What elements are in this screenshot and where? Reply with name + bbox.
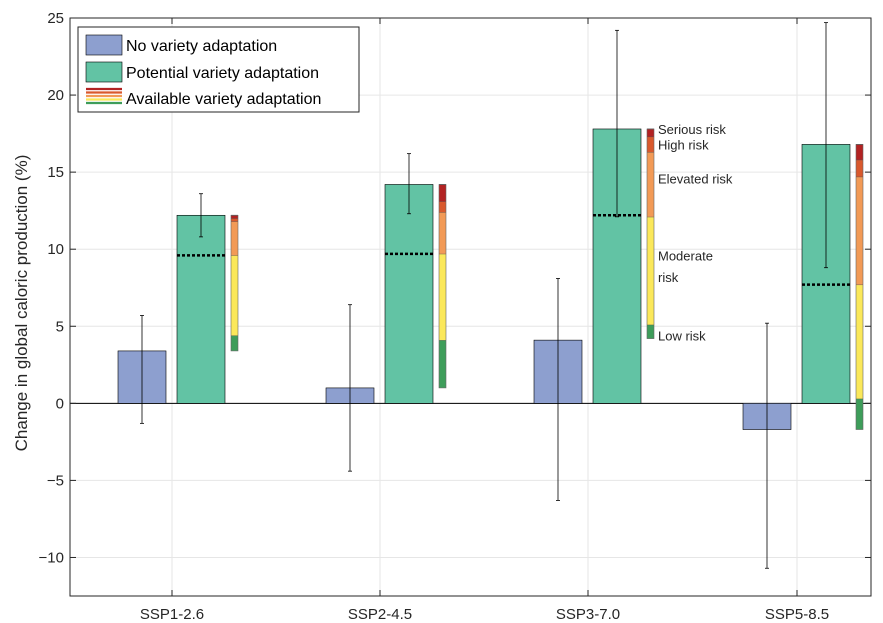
risk-segment-low-risk xyxy=(856,398,863,430)
x-tick-label: SSP5-8.5 xyxy=(765,606,829,623)
legend-swatch-no-adaptation xyxy=(85,34,123,56)
risk-label: Low risk xyxy=(658,329,706,344)
y-tick-label: 5 xyxy=(56,318,64,335)
risk-segment-elevated-risk xyxy=(231,221,238,256)
risk-segment-serious-risk xyxy=(439,184,446,202)
risk-segment-serious-risk xyxy=(231,215,238,219)
plot-layer xyxy=(70,22,871,569)
risk-segment-high-risk xyxy=(647,136,654,153)
y-axis-label: Change in global caloric production (%) xyxy=(12,155,31,452)
x-tick-label: SSP3-7.0 xyxy=(556,606,620,623)
risk-segment-serious-risk xyxy=(647,128,654,137)
y-tick-label: 20 xyxy=(47,87,64,104)
risk-segment-elevated-risk xyxy=(647,152,654,217)
risk-segment-high-risk xyxy=(439,201,446,213)
x-tick-label: SSP1-2.6 xyxy=(140,606,204,623)
risk-label: Serious risk xyxy=(658,122,726,137)
y-tick-label: 25 xyxy=(47,10,64,27)
legend: No variety adaptation Potential variety a… xyxy=(77,26,360,113)
legend-swatch-potential-adaptation xyxy=(85,61,123,83)
y-tick-label: 15 xyxy=(47,164,64,181)
risk-segment-low-risk xyxy=(647,324,654,339)
legend-label-no-adaptation: No variety adaptation xyxy=(126,38,277,55)
risk-segment-low-risk xyxy=(231,335,238,351)
risk-label: risk xyxy=(658,270,679,285)
risk-segment-elevated-risk xyxy=(439,212,446,254)
risk-label: High risk xyxy=(658,137,709,152)
legend-label-potential-adaptation: Potential variety adaptation xyxy=(126,65,319,82)
bar-potential-adaptation xyxy=(176,214,226,404)
risk-stack-outline xyxy=(855,144,864,430)
risk-label: Elevated risk xyxy=(658,171,733,186)
risk-segment-moderate-risk xyxy=(231,255,238,336)
x-tick-label: SSP2-4.5 xyxy=(348,606,412,623)
risk-stack-outline xyxy=(230,214,239,352)
y-tick-label: 0 xyxy=(56,395,64,412)
risk-segment-moderate-risk xyxy=(439,253,446,341)
y-tick-label: −10 xyxy=(39,549,64,566)
bar-potential-adaptation xyxy=(384,184,434,404)
risk-segment-high-risk xyxy=(856,159,863,177)
risk-stack-outline xyxy=(438,184,447,389)
risk-segment-moderate-risk xyxy=(647,216,654,325)
risk-segment-high-risk xyxy=(231,218,238,222)
risk-stack-outline xyxy=(646,128,655,339)
risk-segment-moderate-risk xyxy=(856,284,863,399)
legend-box xyxy=(77,26,360,113)
risk-label: Moderate xyxy=(658,248,713,263)
legend-label-available-adaptation: Available variety adaptation xyxy=(126,91,321,108)
y-tick-label: −5 xyxy=(47,472,64,489)
plot-frame xyxy=(69,17,872,597)
risk-segment-low-risk xyxy=(439,340,446,388)
y-tick-label: 10 xyxy=(47,241,64,258)
risk-segment-elevated-risk xyxy=(856,176,863,285)
risk-segment-serious-risk xyxy=(856,144,863,160)
axis-layer: SSP1-2.6 SSP2-4.5 SSP3-7.0 SSP5-8.5 25 20 15 10… xyxy=(39,10,872,623)
